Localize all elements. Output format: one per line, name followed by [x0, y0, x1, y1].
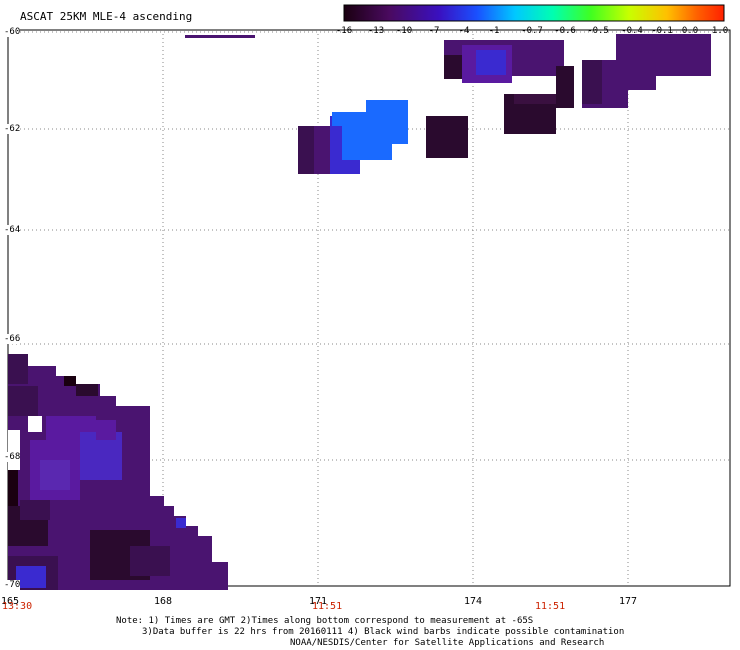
lat-label: -68: [4, 452, 21, 462]
swath-top-right: [185, 34, 711, 158]
swath-bottom-left: [8, 354, 228, 590]
colorbar-tick: -0.1: [651, 26, 673, 36]
lon-label: 174: [464, 596, 483, 607]
note-line-3: NOAA/NESDIS/Center for Satellite Applica…: [290, 638, 605, 648]
swath-blue: [298, 100, 408, 174]
colorbar-tick: -1: [488, 26, 500, 36]
lon-label: 168: [154, 596, 173, 607]
lat-label: -62: [4, 124, 21, 134]
lon-label: 165: [1, 596, 20, 607]
colorbar-tick: -16: [335, 26, 353, 36]
colorbar: [343, 4, 725, 22]
time-label: 11:51: [312, 601, 343, 612]
lat-label: -64: [4, 225, 21, 235]
colorbar-tick: -0.4: [621, 26, 643, 36]
time-label: 11:51: [535, 601, 566, 612]
lat-label: -70: [4, 580, 21, 590]
colorbar-tick: -0.5: [587, 26, 609, 36]
lon-label: 177: [619, 596, 638, 607]
colorbar-tick: 0.0: [681, 26, 699, 36]
colorbar-tick: -0.7: [521, 26, 543, 36]
lat-label: -66: [4, 334, 21, 344]
time-label: 13:30: [2, 601, 33, 612]
plot-frame: [7, 29, 731, 587]
colorbar-tick: -4: [458, 26, 470, 36]
colorbar-tick: -10: [395, 26, 413, 36]
colorbar-tick: 1.0: [711, 26, 729, 36]
map-title: ASCAT 25KM MLE-4 ascending: [20, 10, 193, 23]
colorbar-tick: -7: [428, 26, 440, 36]
colorbar-tick: -0.6: [554, 26, 576, 36]
lat-label: -60: [4, 27, 21, 37]
note-line-1: Note: 1) Times are GMT 2)Times along bot…: [116, 616, 534, 626]
lon-label: 171: [309, 596, 328, 607]
colorbar-tick: -13: [367, 26, 385, 36]
note-line-2: 3)Data buffer is 22 hrs from 20160111 4)…: [142, 627, 625, 637]
